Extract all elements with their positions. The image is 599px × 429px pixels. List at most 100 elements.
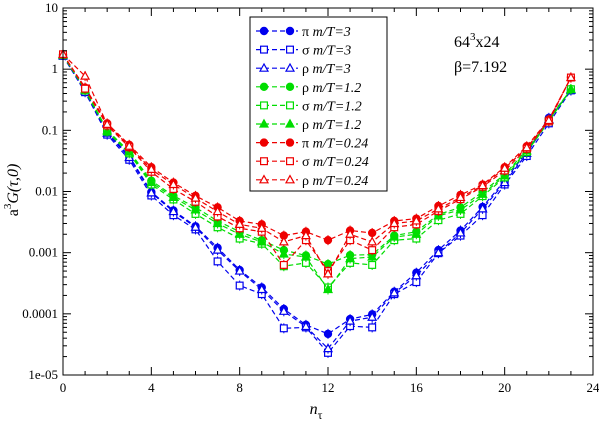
data-point bbox=[234, 218, 245, 228]
data-point bbox=[213, 257, 222, 266]
data-point bbox=[368, 323, 377, 332]
data-point bbox=[102, 118, 113, 129]
x-tick-label: 4 bbox=[148, 380, 155, 395]
data-point bbox=[279, 324, 288, 333]
data-point bbox=[168, 206, 179, 216]
data-point bbox=[190, 204, 201, 214]
legend-label: π m/T=0.24 bbox=[302, 137, 368, 152]
y-tick-label: 0.1 bbox=[42, 122, 58, 137]
x-tick-label: 12 bbox=[322, 380, 335, 395]
legend-marker-right bbox=[286, 101, 295, 110]
data-point bbox=[322, 268, 334, 278]
data-point bbox=[146, 163, 157, 173]
data-point bbox=[477, 203, 488, 213]
data-point bbox=[368, 246, 377, 255]
data-point bbox=[278, 248, 289, 258]
legend-entry: π m/T=0.24 bbox=[256, 137, 368, 152]
legend-entry: π m/T=3 bbox=[256, 25, 351, 40]
legend-entry: ρ m/T=1.2 bbox=[256, 81, 361, 96]
data-point bbox=[389, 231, 400, 241]
legend-marker-left bbox=[259, 82, 269, 92]
data-point bbox=[455, 204, 466, 214]
y-tick-label: 0.01 bbox=[35, 184, 58, 199]
legend-entry: σ m/T=0.24 bbox=[256, 155, 369, 170]
data-point bbox=[368, 260, 377, 269]
data-point bbox=[168, 179, 179, 189]
data-point bbox=[322, 343, 334, 353]
data-point bbox=[300, 230, 311, 240]
legend-entry: ρ m/T=3 bbox=[256, 62, 351, 77]
legend-box bbox=[249, 16, 388, 192]
legend-marker-right bbox=[284, 174, 296, 184]
legend: π m/T=3 σ m/T=3 ρ m/T=3 ρ m/T=1.2 σ m/T=1.2 ρ… bbox=[249, 16, 388, 192]
legend-label: σ m/T=3 bbox=[302, 44, 351, 59]
y-axis-title: a3G(τ,0) bbox=[2, 164, 22, 217]
legend-marker-right bbox=[284, 62, 296, 72]
data-point bbox=[146, 187, 157, 197]
data-point bbox=[345, 315, 356, 325]
x-tick-label: 0 bbox=[60, 380, 67, 395]
data-point bbox=[477, 188, 488, 198]
data-point bbox=[389, 287, 400, 297]
series-layer bbox=[57, 48, 576, 358]
legend-label: ρ m/T=0.24 bbox=[302, 174, 368, 189]
legend-marker-left bbox=[258, 174, 270, 184]
data-point bbox=[235, 281, 244, 290]
legend-marker-right bbox=[284, 118, 296, 128]
y-tick-label: 10 bbox=[45, 0, 58, 15]
legend-entry: σ m/T=1.2 bbox=[256, 99, 362, 114]
data-point bbox=[565, 72, 576, 82]
data-point bbox=[322, 284, 334, 294]
legend-entry: ρ m/T=0.24 bbox=[256, 174, 368, 189]
data-point bbox=[521, 142, 532, 152]
data-point bbox=[279, 260, 288, 269]
legend-marker-right bbox=[285, 138, 295, 147]
annotations: 643x24 β=7.192 bbox=[454, 31, 507, 76]
series-line bbox=[62, 54, 572, 289]
data-point bbox=[80, 70, 91, 80]
legend-label: ρ m/T=3 bbox=[302, 62, 351, 77]
data-point bbox=[256, 284, 267, 294]
data-point bbox=[256, 222, 267, 232]
data-point bbox=[345, 253, 356, 263]
data-point bbox=[411, 270, 422, 280]
x-tick-label: 8 bbox=[236, 380, 243, 395]
legend-label: σ m/T=0.24 bbox=[302, 155, 369, 170]
data-point bbox=[124, 140, 135, 150]
data-point bbox=[455, 191, 466, 202]
legend-marker-left bbox=[260, 157, 269, 166]
data-point bbox=[323, 329, 333, 339]
data-point bbox=[499, 162, 510, 172]
series-line bbox=[62, 53, 572, 276]
data-point bbox=[367, 236, 378, 246]
series-line bbox=[62, 53, 572, 241]
data-point bbox=[345, 228, 356, 238]
data-point bbox=[389, 218, 400, 228]
data-point bbox=[300, 321, 311, 331]
legend-marker-left bbox=[259, 26, 269, 36]
data-point bbox=[565, 83, 576, 93]
legend-marker-left bbox=[259, 138, 269, 147]
legend-entry: ρ m/T=1.2 bbox=[256, 118, 361, 133]
data-point bbox=[81, 84, 90, 93]
legend-marker-left bbox=[260, 45, 269, 54]
legend-label: π m/T=3 bbox=[302, 25, 351, 40]
data-point bbox=[278, 305, 289, 315]
data-point bbox=[190, 192, 201, 202]
data-point bbox=[367, 311, 378, 321]
data-point bbox=[234, 228, 245, 238]
data-point bbox=[411, 215, 422, 225]
x-tick-label: 20 bbox=[498, 380, 511, 395]
data-point bbox=[300, 251, 311, 261]
data-point bbox=[367, 251, 378, 261]
legend-marker-right bbox=[286, 45, 295, 54]
legend-marker-right bbox=[286, 157, 295, 166]
data-point bbox=[212, 218, 223, 228]
data-point bbox=[367, 228, 377, 238]
data-point bbox=[477, 180, 488, 190]
series-9 bbox=[57, 48, 576, 279]
legend-label: ρ m/T=1.2 bbox=[302, 118, 361, 133]
data-point bbox=[433, 247, 444, 257]
annotation: 643x24 bbox=[454, 31, 500, 51]
